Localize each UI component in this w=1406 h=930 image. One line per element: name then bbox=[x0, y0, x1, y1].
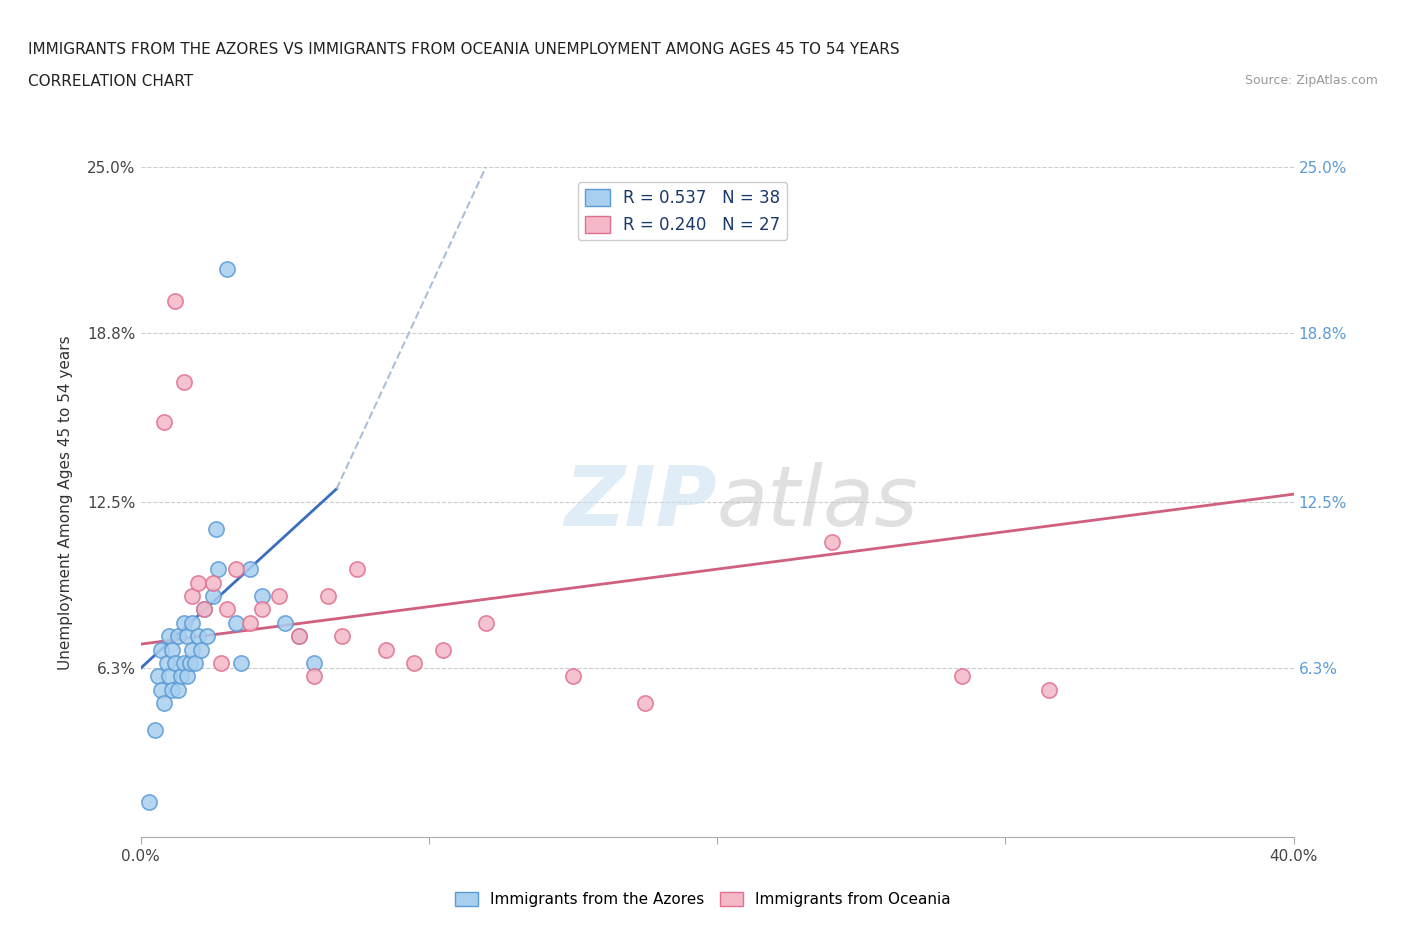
Point bbox=[1038, 683, 1060, 698]
Point bbox=[332, 629, 354, 644]
Point bbox=[239, 562, 262, 577]
Point bbox=[181, 589, 204, 604]
Point bbox=[179, 656, 201, 671]
Point bbox=[187, 575, 209, 590]
Point bbox=[167, 629, 190, 644]
Text: atlas: atlas bbox=[717, 461, 918, 543]
Point bbox=[167, 683, 190, 698]
Point bbox=[173, 656, 195, 671]
Point bbox=[562, 669, 585, 684]
Text: CORRELATION CHART: CORRELATION CHART bbox=[28, 74, 193, 89]
Point bbox=[201, 589, 224, 604]
Point bbox=[143, 723, 166, 737]
Point bbox=[821, 535, 844, 550]
Point bbox=[950, 669, 973, 684]
Point bbox=[346, 562, 368, 577]
Point bbox=[146, 669, 169, 684]
Point bbox=[288, 629, 311, 644]
Point bbox=[187, 629, 209, 644]
Point bbox=[176, 669, 198, 684]
Point bbox=[149, 683, 172, 698]
Point bbox=[225, 562, 247, 577]
Point bbox=[176, 629, 198, 644]
Point bbox=[274, 616, 297, 631]
Point bbox=[173, 616, 195, 631]
Text: ZIP: ZIP bbox=[564, 461, 717, 543]
Point bbox=[204, 522, 226, 537]
Point bbox=[149, 642, 172, 657]
Point bbox=[184, 656, 207, 671]
Point bbox=[201, 575, 224, 590]
Point bbox=[288, 629, 311, 644]
Point bbox=[267, 589, 290, 604]
Point bbox=[152, 415, 174, 430]
Point bbox=[239, 616, 262, 631]
Point bbox=[173, 374, 195, 389]
Point bbox=[193, 602, 215, 617]
Point bbox=[316, 589, 339, 604]
Point bbox=[217, 602, 239, 617]
Point bbox=[159, 669, 180, 684]
Point bbox=[209, 656, 232, 671]
Point bbox=[195, 629, 218, 644]
Point bbox=[170, 669, 193, 684]
Point bbox=[231, 656, 253, 671]
Point bbox=[181, 616, 204, 631]
Point bbox=[138, 795, 160, 810]
Point bbox=[155, 656, 177, 671]
Text: IMMIGRANTS FROM THE AZORES VS IMMIGRANTS FROM OCEANIA UNEMPLOYMENT AMONG AGES 45: IMMIGRANTS FROM THE AZORES VS IMMIGRANTS… bbox=[28, 42, 900, 57]
Text: Source: ZipAtlas.com: Source: ZipAtlas.com bbox=[1244, 74, 1378, 87]
Point bbox=[217, 261, 239, 276]
Point bbox=[634, 696, 657, 711]
Point bbox=[165, 294, 187, 309]
Point bbox=[162, 642, 184, 657]
Legend: Immigrants from the Azores, Immigrants from Oceania: Immigrants from the Azores, Immigrants f… bbox=[449, 885, 957, 913]
Point bbox=[302, 669, 325, 684]
Point bbox=[475, 616, 498, 631]
Point bbox=[152, 696, 174, 711]
Point bbox=[159, 629, 180, 644]
Point bbox=[162, 683, 184, 698]
Legend: R = 0.537   N = 38, R = 0.240   N = 27: R = 0.537 N = 38, R = 0.240 N = 27 bbox=[578, 182, 787, 241]
Y-axis label: Unemployment Among Ages 45 to 54 years: Unemployment Among Ages 45 to 54 years bbox=[59, 335, 73, 670]
Point bbox=[193, 602, 215, 617]
Point bbox=[165, 656, 187, 671]
Point bbox=[250, 602, 273, 617]
Point bbox=[207, 562, 229, 577]
Point bbox=[302, 656, 325, 671]
Point bbox=[374, 642, 396, 657]
Point bbox=[181, 642, 204, 657]
Point bbox=[432, 642, 454, 657]
Point bbox=[225, 616, 247, 631]
Point bbox=[190, 642, 212, 657]
Point bbox=[250, 589, 273, 604]
Point bbox=[404, 656, 426, 671]
